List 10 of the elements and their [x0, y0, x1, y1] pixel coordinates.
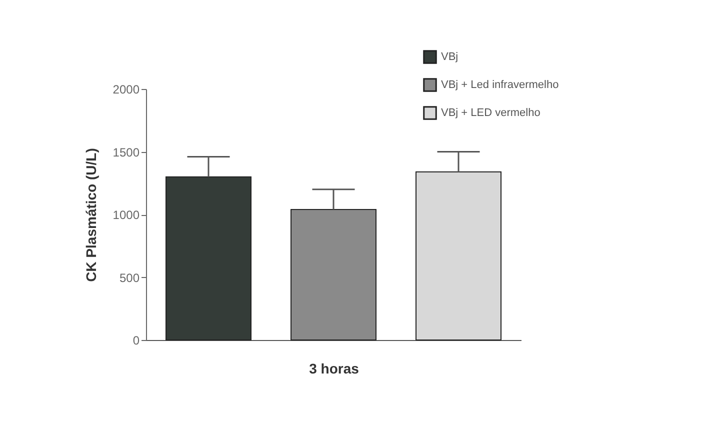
legend-label: VBj + Led infravermelho — [441, 79, 559, 91]
legend-label: VBj — [441, 51, 458, 63]
x-tick-label: 3 horas — [309, 360, 360, 376]
y-tick-label: 2000 — [112, 82, 140, 96]
y-axis-title: CK Plasmático (U/L) — [82, 148, 99, 282]
y-tick-label: 1000 — [112, 208, 140, 222]
legend-label: VBj + LED vermelho — [441, 107, 540, 119]
y-tick-label: 1500 — [112, 145, 140, 160]
y-tick-label: 500 — [119, 270, 140, 285]
y-tick-label: 0 — [132, 334, 140, 348]
